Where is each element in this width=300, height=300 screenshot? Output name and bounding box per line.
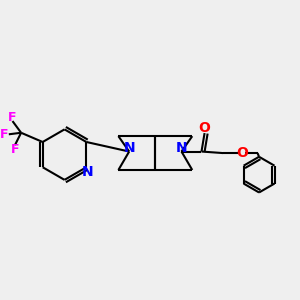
Text: F: F [0, 128, 8, 141]
Text: N: N [82, 165, 94, 179]
Text: F: F [8, 111, 17, 124]
Text: N: N [123, 142, 135, 155]
Text: F: F [11, 142, 19, 156]
Text: O: O [199, 121, 211, 134]
Text: O: O [236, 146, 248, 160]
Text: N: N [176, 142, 187, 155]
